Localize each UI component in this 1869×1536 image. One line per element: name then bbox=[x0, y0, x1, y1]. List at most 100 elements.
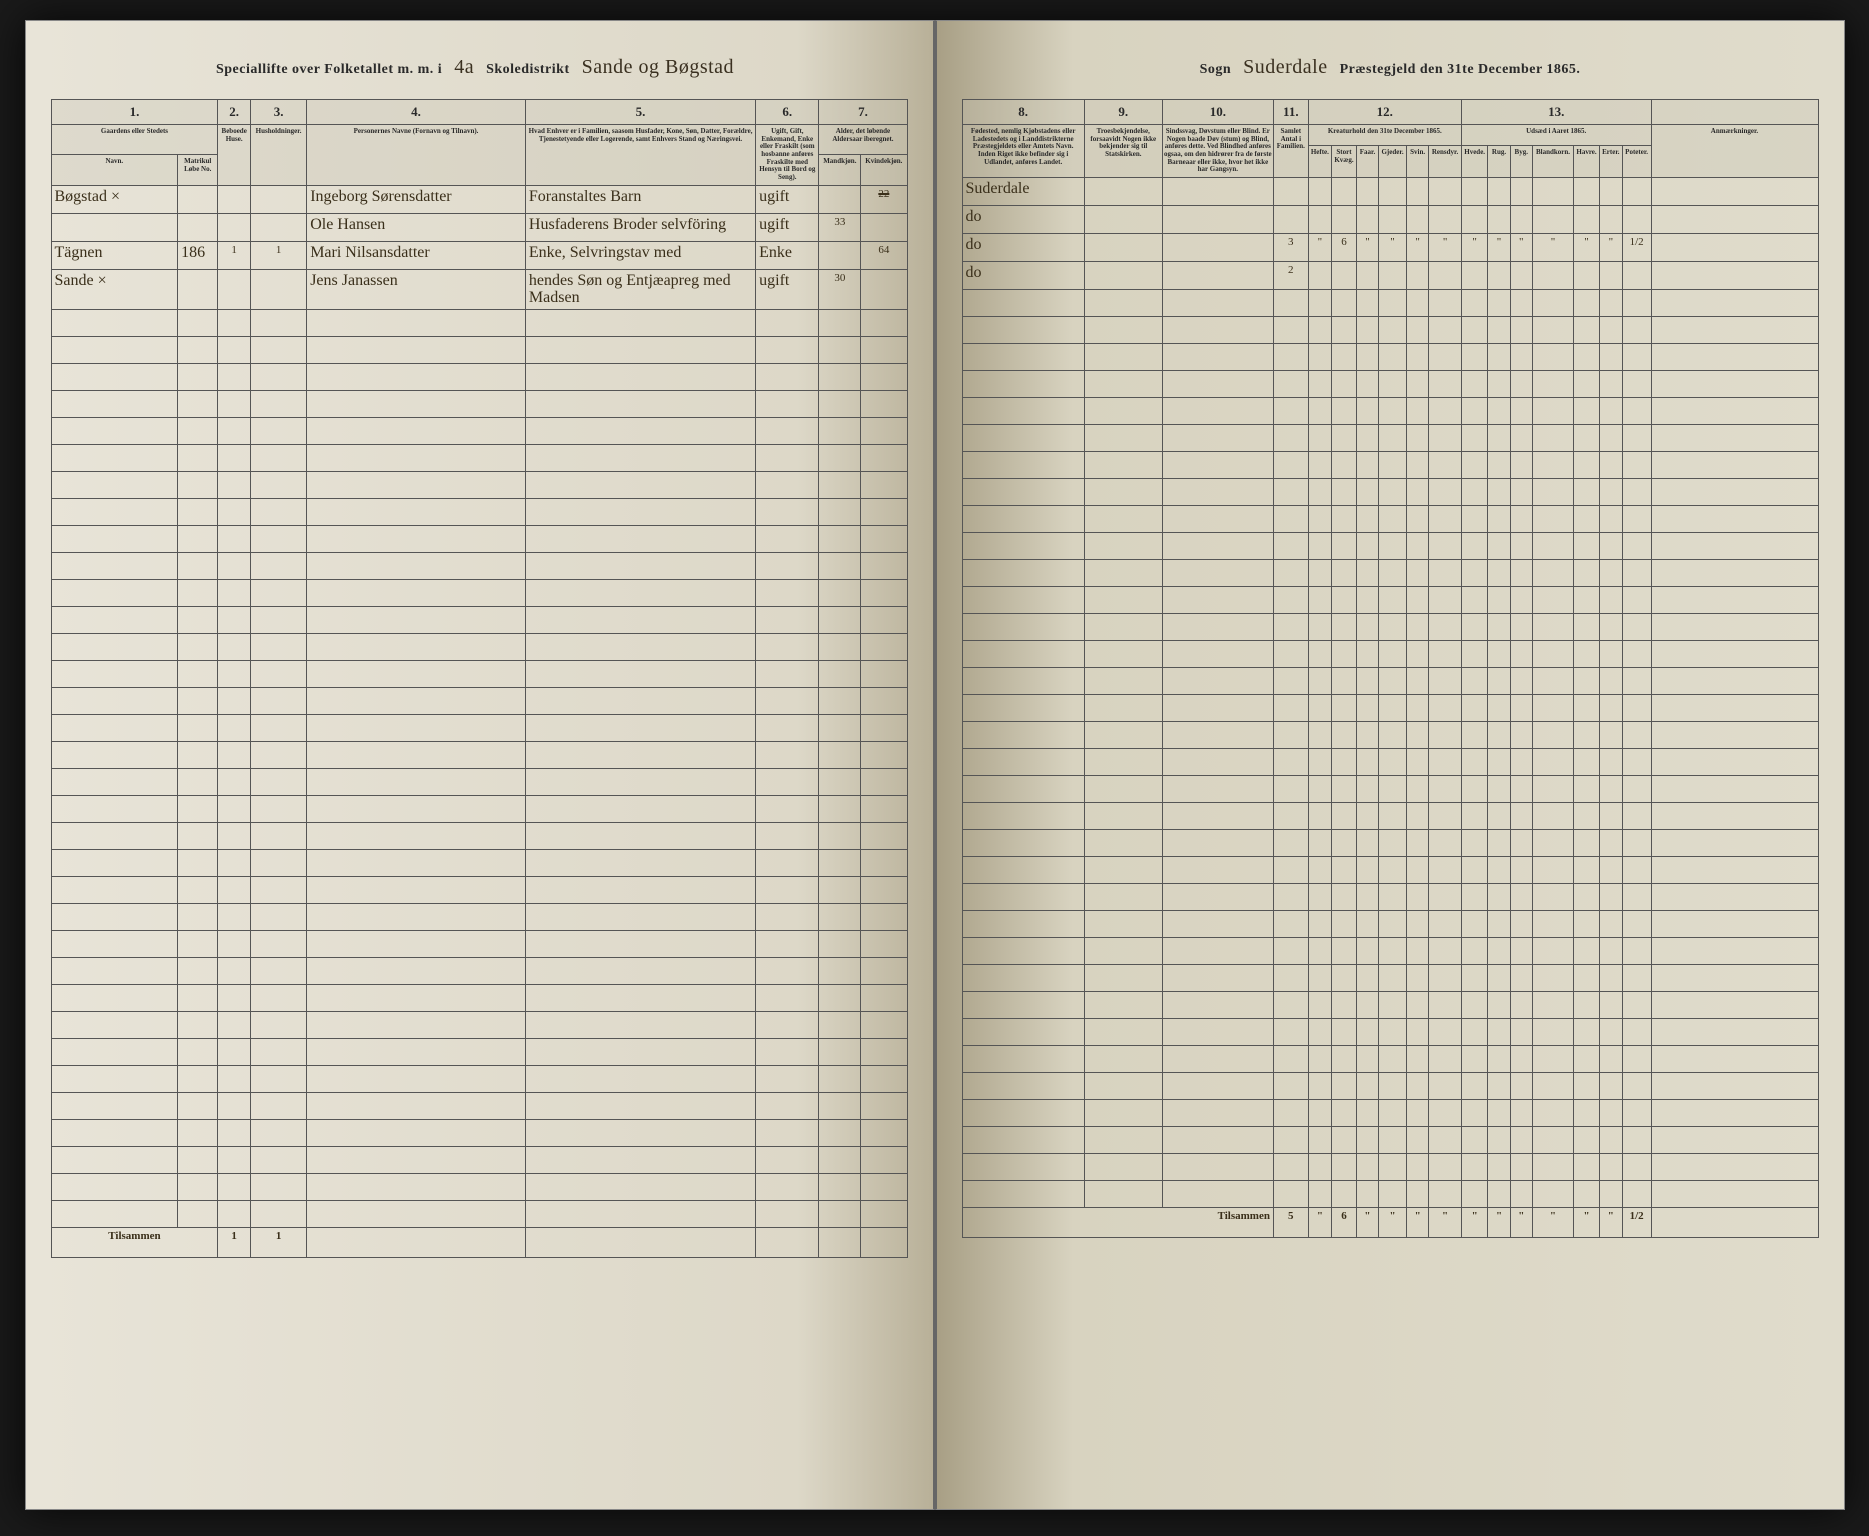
matrikul-no: 186 bbox=[178, 241, 218, 269]
seed-sub-4: Havre. bbox=[1574, 146, 1600, 178]
livestock-2 bbox=[1356, 178, 1378, 206]
blank-row bbox=[51, 1120, 907, 1147]
place-name bbox=[51, 213, 178, 241]
col7-sub-b: Kvindekjøn. bbox=[861, 155, 907, 185]
religion bbox=[1084, 234, 1162, 262]
religion bbox=[1084, 206, 1162, 234]
col-9: 9. bbox=[1084, 100, 1162, 125]
blank-row bbox=[51, 391, 907, 418]
livestock-0 bbox=[1308, 178, 1331, 206]
col-13: 13. bbox=[1461, 100, 1651, 125]
seed-3 bbox=[1532, 178, 1573, 206]
totals-row-right: Tilsammen 5 "6""""""""""1/2 bbox=[962, 1208, 1818, 1238]
col11-label: Samlet Antal i Familien. bbox=[1273, 125, 1308, 178]
col-12: 12. bbox=[1308, 100, 1461, 125]
blank-row bbox=[51, 445, 907, 472]
col-notes bbox=[1651, 100, 1818, 125]
seed-2 bbox=[1510, 262, 1532, 290]
seed-4 bbox=[1574, 262, 1600, 290]
seed-6: 1/2 bbox=[1622, 234, 1651, 262]
birthplace: do bbox=[962, 206, 1084, 234]
blank-row bbox=[51, 958, 907, 985]
col12-label: Kreaturhold den 31te December 1865. bbox=[1308, 125, 1461, 146]
seed-1 bbox=[1488, 178, 1510, 206]
total-seed-2: " bbox=[1510, 1208, 1532, 1238]
person-name: Jens Janassen bbox=[307, 269, 526, 309]
family-count bbox=[1273, 178, 1308, 206]
seed-3 bbox=[1532, 262, 1573, 290]
col13-label: Udsæd i Aaret 1865. bbox=[1461, 125, 1651, 146]
blank-row bbox=[962, 884, 1818, 911]
place-name: Sande × bbox=[51, 269, 178, 309]
col1-label: Gaardens eller Stedets bbox=[51, 125, 218, 155]
disability bbox=[1162, 206, 1273, 234]
total-livestock-0: " bbox=[1308, 1208, 1331, 1238]
houses bbox=[218, 269, 251, 309]
seed-5 bbox=[1599, 178, 1622, 206]
blank-row bbox=[962, 803, 1818, 830]
header-printed-1: Speciallifte over Folketallet m. m. i bbox=[216, 62, 442, 77]
seed-1 bbox=[1488, 262, 1510, 290]
seed-2: " bbox=[1510, 234, 1532, 262]
person-role: Foranstaltes Barn bbox=[525, 185, 755, 213]
birthplace: do bbox=[962, 234, 1084, 262]
livestock-3 bbox=[1379, 206, 1407, 234]
livestock-1: 6 bbox=[1332, 234, 1357, 262]
religion bbox=[1084, 262, 1162, 290]
households bbox=[250, 269, 306, 309]
person-role: Husfaderens Broder selvföring bbox=[525, 213, 755, 241]
blank-row bbox=[51, 499, 907, 526]
households: 1 bbox=[250, 241, 306, 269]
livestock-1 bbox=[1332, 206, 1357, 234]
blank-row bbox=[962, 911, 1818, 938]
blank-row bbox=[962, 722, 1818, 749]
blank-row bbox=[51, 310, 907, 337]
birthplace: Suderdale bbox=[962, 178, 1084, 206]
total-seed-0: " bbox=[1461, 1208, 1487, 1238]
livestock-4 bbox=[1407, 178, 1429, 206]
seed-3 bbox=[1532, 206, 1573, 234]
blank-row bbox=[51, 904, 907, 931]
blank-row bbox=[962, 992, 1818, 1019]
age-male bbox=[819, 241, 861, 269]
blank-row bbox=[51, 634, 907, 661]
family-count: 2 bbox=[1273, 262, 1308, 290]
marital-status: ugift bbox=[756, 269, 819, 309]
totals-houses: 1 bbox=[218, 1228, 251, 1258]
blank-row bbox=[962, 857, 1818, 884]
place-name: Bøgstad × bbox=[51, 185, 178, 213]
matrikul-no bbox=[178, 185, 218, 213]
blank-row bbox=[962, 587, 1818, 614]
total-seed-3: " bbox=[1532, 1208, 1573, 1238]
col6-label: Ugift, Gift, Enkemand, Enke eller Fraski… bbox=[756, 125, 819, 186]
col8-label: Fødested, nemlig Kjøbstadens eller Lades… bbox=[962, 125, 1084, 178]
seed-1: " bbox=[1488, 234, 1510, 262]
col2-label: Beboede Huse. bbox=[218, 125, 251, 186]
blank-row bbox=[962, 371, 1818, 398]
page-header-left: Speciallifte over Folketallet m. m. i 4a… bbox=[51, 56, 908, 79]
header-printed-4: Præstegjeld den 31te December 1865. bbox=[1340, 62, 1581, 77]
blank-row bbox=[51, 688, 907, 715]
blank-row bbox=[51, 1066, 907, 1093]
blank-row bbox=[962, 479, 1818, 506]
livestock-5 bbox=[1429, 178, 1462, 206]
data-row: do2 bbox=[962, 262, 1818, 290]
col-7: 7. bbox=[819, 100, 907, 125]
left-page: Speciallifte over Folketallet m. m. i 4a… bbox=[25, 20, 935, 1510]
seed-5: " bbox=[1599, 234, 1622, 262]
age-female: 22 bbox=[861, 185, 907, 213]
seed-4: " bbox=[1574, 234, 1600, 262]
total-livestock-3: " bbox=[1379, 1208, 1407, 1238]
column-number-row: 1. 2. 3. 4. 5. 6. 7. bbox=[51, 100, 907, 125]
livestock-sub-5: Rensdyr. bbox=[1429, 146, 1462, 178]
col-1: 1. bbox=[51, 100, 218, 125]
col-8: 8. bbox=[962, 100, 1084, 125]
page-header-right: Sogn Suderdale Præstegjeld den 31te Dece… bbox=[962, 56, 1819, 79]
blank-row bbox=[51, 1093, 907, 1120]
blank-row bbox=[51, 607, 907, 634]
data-row: Ole HansenHusfaderens Broder selvföringu… bbox=[51, 213, 907, 241]
person-name: Ingeborg Sørensdatter bbox=[307, 185, 526, 213]
total-notes bbox=[1651, 1208, 1818, 1238]
age-female bbox=[861, 213, 907, 241]
blank-row bbox=[962, 533, 1818, 560]
